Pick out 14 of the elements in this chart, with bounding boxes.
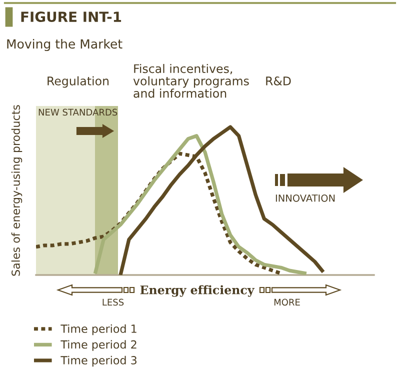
chart-title: FIGURE INT-1	[21, 12, 122, 22]
legend-label: Time period 2	[60, 340, 136, 351]
text: LESS	[102, 298, 124, 306]
text: R&D	[266, 76, 291, 86]
legend-label: Time period 3	[60, 356, 136, 367]
legend-label: Time period 1	[60, 324, 136, 336]
y-axis-title: Sales of energy-using products	[11, 105, 22, 276]
text: NEW STANDARDS	[38, 108, 118, 116]
x-axis-title: Energy efficiency	[140, 285, 255, 297]
text: Regulation	[48, 76, 109, 88]
annotation: INNOVATION	[276, 194, 335, 202]
text: MORE	[274, 298, 300, 306]
chart-subtitle: Moving the Market	[7, 38, 122, 52]
text: Fiscal incentives, voluntary programs and information	[133, 64, 249, 98]
